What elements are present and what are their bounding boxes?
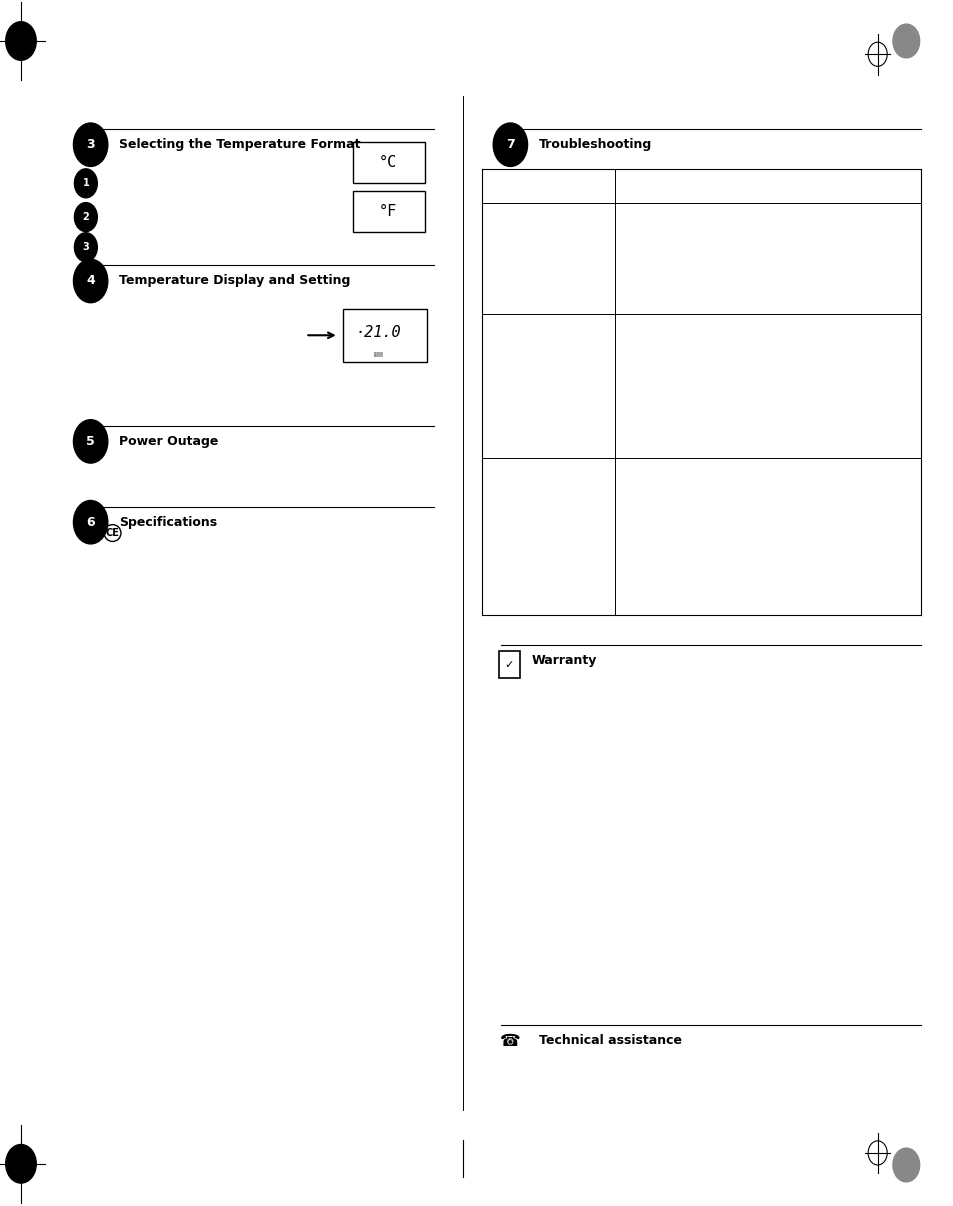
Text: Specifications: Specifications: [119, 516, 217, 528]
Circle shape: [6, 1144, 36, 1183]
Text: IIIII: IIIII: [374, 352, 383, 357]
Circle shape: [6, 22, 36, 60]
Text: ·21.0: ·21.0: [355, 326, 401, 340]
Circle shape: [73, 123, 108, 166]
Text: 3: 3: [82, 242, 90, 252]
Text: 7: 7: [505, 139, 515, 151]
Text: 3: 3: [86, 139, 95, 151]
Text: Temperature Display and Setting: Temperature Display and Setting: [119, 275, 351, 287]
Text: 2: 2: [82, 212, 90, 222]
Circle shape: [74, 203, 97, 232]
Text: Power Outage: Power Outage: [119, 435, 218, 447]
Text: 6: 6: [86, 516, 95, 528]
Circle shape: [73, 259, 108, 303]
Text: 5: 5: [86, 435, 95, 447]
Text: Selecting the Temperature Format: Selecting the Temperature Format: [119, 139, 360, 151]
Text: Warranty: Warranty: [531, 655, 597, 667]
Text: ☎: ☎: [499, 1032, 520, 1049]
Text: 4: 4: [86, 275, 95, 287]
Text: Technical assistance: Technical assistance: [538, 1035, 681, 1047]
Bar: [498, 651, 519, 678]
Text: 1: 1: [82, 178, 90, 188]
Circle shape: [74, 169, 97, 198]
Text: CE: CE: [106, 528, 119, 538]
Text: ✓: ✓: [504, 660, 514, 669]
Circle shape: [892, 24, 919, 58]
Text: Troubleshooting: Troubleshooting: [538, 139, 652, 151]
Circle shape: [892, 1148, 919, 1182]
Text: °C: °C: [378, 156, 397, 170]
Circle shape: [74, 233, 97, 262]
Circle shape: [493, 123, 527, 166]
Circle shape: [73, 420, 108, 463]
Circle shape: [73, 500, 108, 544]
Text: °F: °F: [378, 204, 397, 218]
